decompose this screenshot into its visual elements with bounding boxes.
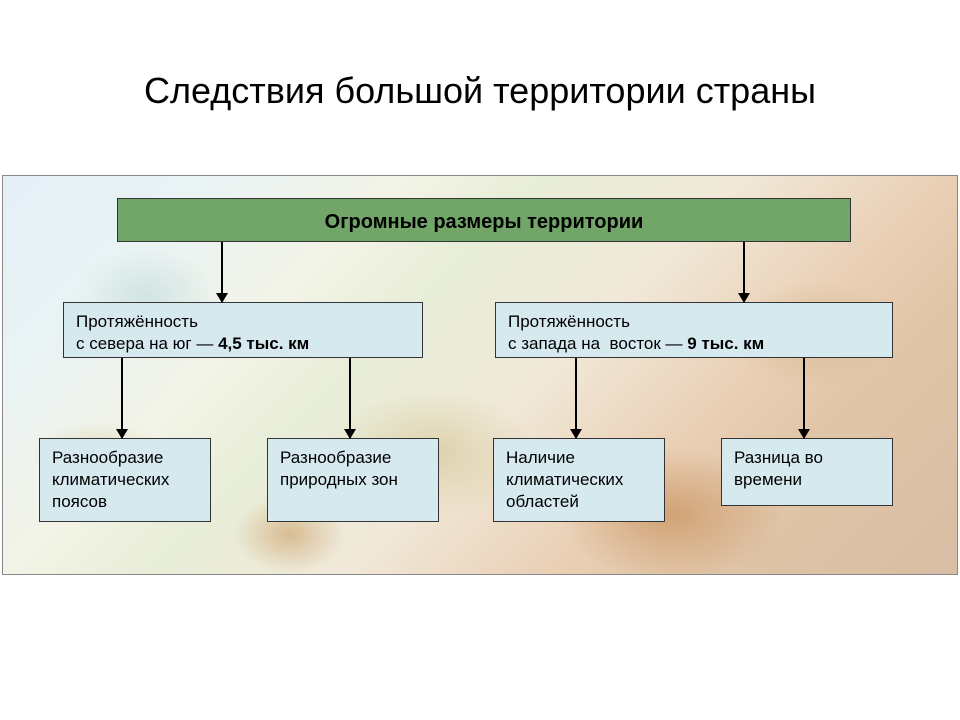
arrow-icon bbox=[121, 358, 123, 438]
page-title: Следствия большой территории страны bbox=[0, 70, 960, 112]
root-node: Огромные размеры территории bbox=[117, 198, 851, 242]
leaf-node-climate-regions: Наличие климатических областей bbox=[493, 438, 665, 522]
mid-right-value: 9 тыс. км bbox=[687, 334, 764, 353]
leaf-node-time-diff: Разница во времени bbox=[721, 438, 893, 506]
mid-left-value: 4,5 тыс. км bbox=[218, 334, 309, 353]
mid-right-prefix: Протяжённостьс запада на восток — bbox=[508, 312, 687, 353]
diagram-container: Огромные размеры территории Протяжённост… bbox=[2, 175, 958, 575]
arrow-icon bbox=[743, 242, 745, 302]
arrow-icon bbox=[349, 358, 351, 438]
arrow-icon bbox=[803, 358, 805, 438]
arrow-icon bbox=[575, 358, 577, 438]
leaf-node-natural-zones: Разнообразие природных зон bbox=[267, 438, 439, 522]
mid-node-west-east: Протяжённостьс запада на восток — 9 тыс.… bbox=[495, 302, 893, 358]
arrow-icon bbox=[221, 242, 223, 302]
mid-left-prefix: Протяжённостьс севера на юг — bbox=[76, 312, 218, 353]
mid-node-north-south: Протяжённостьс севера на юг — 4,5 тыс. к… bbox=[63, 302, 423, 358]
leaf-node-climate-belts: Разнообразие климатических поясов bbox=[39, 438, 211, 522]
